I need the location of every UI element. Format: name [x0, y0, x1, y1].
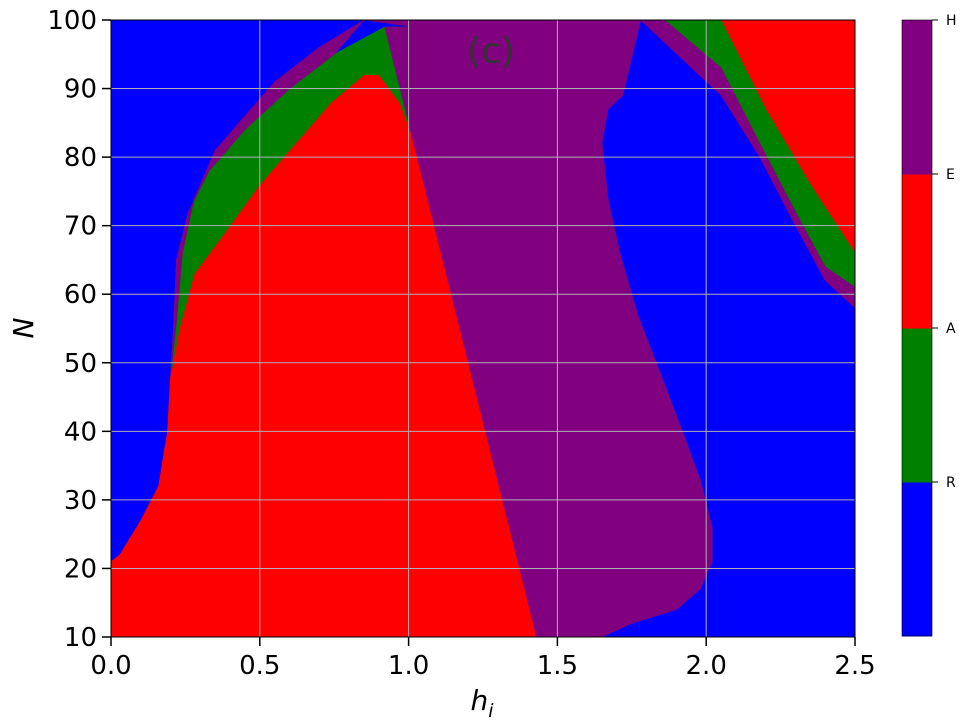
plot-frame — [110, 19, 856, 638]
y-tick-label-1: 20 — [64, 554, 97, 584]
y-tick-label-3: 40 — [64, 417, 97, 447]
x-axis-label: hi — [470, 684, 494, 722]
colorbar-label-R: R — [946, 475, 956, 491]
panel-label: (c) — [467, 31, 515, 72]
x-tick-label-2: 1.0 — [388, 651, 429, 681]
colorbar: R A E H — [901, 13, 957, 637]
y-tick-label-4: 50 — [64, 349, 97, 379]
y-tick-label-9: 100 — [47, 6, 97, 36]
y-axis-ticks: 10 20 30 40 50 60 70 80 90 100 — [47, 6, 111, 653]
colorbar-label-E: E — [946, 167, 955, 183]
colorbar-label-H: H — [946, 13, 957, 29]
y-tick-label-8: 90 — [64, 75, 97, 105]
colorbar-segment-E — [902, 174, 932, 329]
x-axis-label-main: h — [470, 684, 488, 717]
axes — [110, 19, 856, 638]
x-tick-label-0: 0.0 — [90, 651, 131, 681]
region-H-5 — [170, 19, 713, 638]
plot-area — [110, 19, 856, 638]
colorbar-label-A: A — [946, 321, 956, 337]
x-tick-label-1: 0.5 — [239, 651, 280, 681]
y-tick-label-7: 80 — [64, 143, 97, 173]
y-tick-label-0: 10 — [64, 623, 97, 653]
x-tick-label-3: 1.5 — [537, 651, 578, 681]
colorbar-segment-H — [902, 20, 932, 175]
x-tick-label-5: 2.5 — [834, 651, 875, 681]
colorbar-segment-A — [902, 328, 932, 483]
x-axis-label-subscript: i — [488, 700, 494, 722]
x-tick-label-4: 2.0 — [686, 651, 727, 681]
y-axis-label: N — [7, 317, 40, 338]
y-tick-label-6: 70 — [64, 212, 97, 242]
y-tick-label-2: 30 — [64, 486, 97, 516]
x-axis-ticks: 0.0 0.5 1.0 1.5 2.0 2.5 — [90, 637, 876, 681]
y-tick-label-5: 60 — [64, 280, 97, 310]
colorbar-segment-R — [902, 482, 932, 637]
